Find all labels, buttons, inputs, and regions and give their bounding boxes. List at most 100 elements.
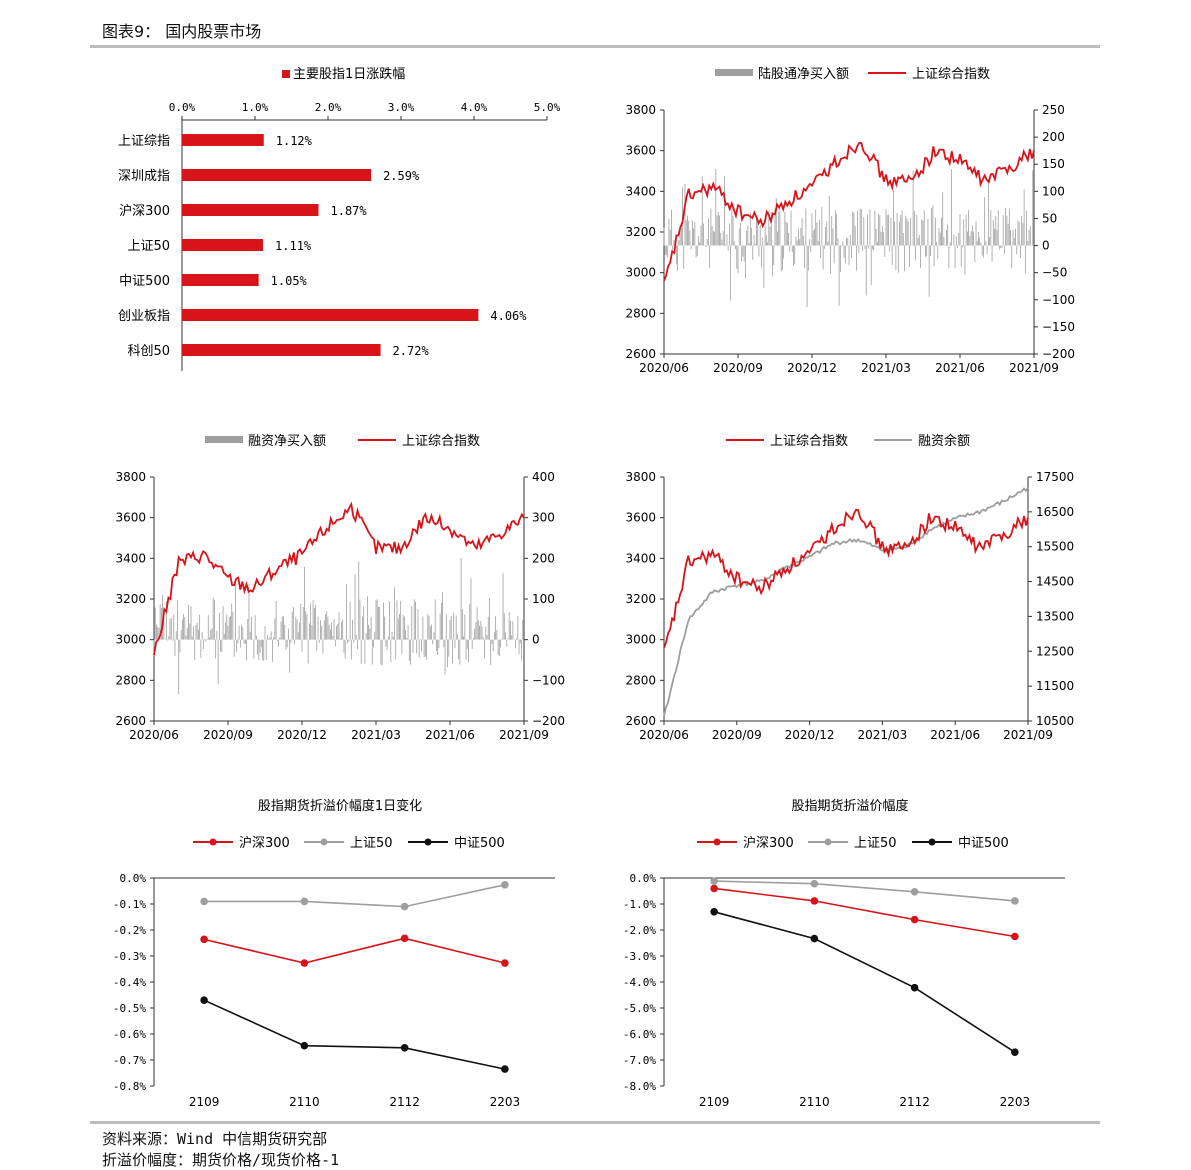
y-left-tick-label: 3600 bbox=[115, 511, 146, 525]
bar bbox=[182, 274, 259, 286]
x-tick-label: 2021/03 bbox=[861, 361, 911, 375]
data-point bbox=[810, 879, 819, 888]
series-line bbox=[713, 911, 1016, 1053]
y-tick-label: -4.0% bbox=[623, 976, 656, 989]
category-label: 科创50 bbox=[127, 344, 170, 359]
y-right-tick-label: 100 bbox=[532, 592, 555, 606]
y-right-tick-label: 10500 bbox=[1036, 714, 1074, 728]
x-tick-label: 2020/09 bbox=[712, 728, 762, 742]
top-rule bbox=[90, 45, 1100, 48]
y-right-tick-label: 12500 bbox=[1036, 644, 1074, 658]
index-line bbox=[663, 508, 1029, 649]
y-right-tick-label: 100 bbox=[1042, 184, 1065, 198]
y-tick-label: 0.0% bbox=[630, 872, 657, 885]
y-right-tick-label: 13500 bbox=[1036, 609, 1074, 623]
category-label: 创业板指 bbox=[118, 309, 170, 324]
y-left-tick-label: 3000 bbox=[625, 633, 656, 647]
bar-value-label: 4.06% bbox=[490, 309, 527, 323]
bar-value-label: 2.59% bbox=[383, 169, 420, 183]
y-left-tick-label: 3400 bbox=[115, 551, 146, 565]
y-tick-label: -2.0% bbox=[623, 924, 656, 937]
y-left-tick-label: 3600 bbox=[625, 511, 656, 525]
category-label: 沪深300 bbox=[119, 203, 170, 219]
y-left-tick-label: 3600 bbox=[625, 144, 656, 158]
x-tick-label: 2021/03 bbox=[351, 728, 401, 742]
legend-swatch-marker bbox=[713, 838, 721, 846]
bar-value-label: 1.11% bbox=[275, 239, 312, 253]
y-right-tick-label: −100 bbox=[1042, 293, 1075, 307]
y-tick-label: -0.6% bbox=[113, 1028, 146, 1041]
bar-value-label: 1.12% bbox=[276, 134, 313, 148]
data-point bbox=[300, 1041, 309, 1050]
data-point bbox=[300, 959, 309, 967]
data-point bbox=[1011, 1048, 1019, 1056]
data-point bbox=[400, 1043, 409, 1052]
data-point bbox=[200, 935, 208, 944]
y-tick-label: 0.0% bbox=[120, 872, 147, 885]
y-right-tick-label: 50 bbox=[1042, 211, 1057, 225]
y-tick-label: -0.4% bbox=[113, 976, 146, 989]
legend-label: 上证50 bbox=[350, 836, 393, 851]
legend-label-line: 上证综合指数 bbox=[402, 434, 480, 449]
y-right-tick-label: 14500 bbox=[1036, 575, 1074, 589]
x-tick-label: 2203 bbox=[490, 1095, 521, 1109]
y-left-tick-label: 3400 bbox=[625, 184, 656, 198]
category-label: 中证500 bbox=[119, 274, 170, 289]
legend-swatch-bar bbox=[282, 70, 290, 78]
legend-label-bars: 融资净买入额 bbox=[248, 434, 326, 449]
data-point bbox=[910, 915, 919, 924]
y-right-tick-label: 16500 bbox=[1036, 505, 1074, 519]
series-line bbox=[714, 887, 1016, 938]
series-line bbox=[204, 884, 506, 908]
y-right-tick-label: 0 bbox=[532, 633, 540, 647]
x-tick-label: 2109 bbox=[189, 1095, 220, 1109]
x-tick-label: 2021/06 bbox=[425, 728, 475, 742]
legend-swatch-marker bbox=[320, 838, 328, 846]
legend-label-balance: 融资余额 bbox=[918, 433, 970, 449]
y-left-tick-label: 3000 bbox=[625, 266, 656, 280]
data-point bbox=[501, 959, 509, 967]
y-left-tick-label: 3200 bbox=[625, 592, 656, 606]
data-point bbox=[710, 908, 718, 916]
x-tick-label: 2.0% bbox=[315, 101, 342, 114]
bar bbox=[182, 204, 319, 216]
x-tick-label: 2021/06 bbox=[930, 728, 980, 742]
index-line bbox=[663, 141, 1035, 282]
data-point bbox=[400, 902, 409, 911]
y-right-tick-label: −50 bbox=[1042, 266, 1067, 280]
chart-title: 股指期货折溢价幅度 bbox=[791, 798, 908, 814]
y-tick-label: -0.5% bbox=[113, 1002, 146, 1015]
x-tick-label: 2020/12 bbox=[277, 728, 327, 742]
legend-label: 上证50 bbox=[854, 836, 897, 851]
y-right-tick-label: 11500 bbox=[1036, 679, 1074, 693]
category-label: 上证50 bbox=[127, 239, 170, 254]
y-tick-label: -1.0% bbox=[623, 898, 656, 911]
legend-swatch-marker bbox=[824, 838, 832, 846]
legend-label-bar: 主要股指1日涨跌幅 bbox=[293, 66, 405, 82]
data-point bbox=[910, 887, 919, 896]
data-point bbox=[1011, 897, 1019, 905]
bar-value-label: 1.87% bbox=[331, 204, 368, 218]
data-point bbox=[400, 934, 409, 943]
data-point bbox=[200, 897, 208, 906]
data-point bbox=[810, 934, 819, 943]
x-tick-label: 2021/03 bbox=[857, 728, 907, 742]
y-right-tick-label: 400 bbox=[532, 470, 555, 484]
legend-label: 沪深300 bbox=[239, 835, 290, 851]
y-left-tick-label: 2600 bbox=[115, 714, 146, 728]
bar bbox=[182, 309, 479, 321]
x-tick-label: 2021/09 bbox=[499, 728, 549, 742]
legend-label: 中证500 bbox=[454, 836, 505, 851]
y-tick-label: -0.8% bbox=[113, 1080, 146, 1093]
x-tick-label: 2112 bbox=[389, 1095, 420, 1109]
series-line bbox=[203, 999, 506, 1070]
bottom-rule bbox=[90, 1121, 1100, 1124]
y-right-tick-label: 150 bbox=[1042, 157, 1065, 171]
y-left-tick-label: 3200 bbox=[625, 225, 656, 239]
y-left-tick-label: 3200 bbox=[115, 592, 146, 606]
x-tick-label: 2020/12 bbox=[785, 728, 835, 742]
category-label: 上证综指 bbox=[118, 134, 170, 149]
definition-note: 折溢价幅度：期货价格/现货价格-1 bbox=[102, 1151, 340, 1169]
x-tick-label: 2110 bbox=[799, 1095, 830, 1109]
